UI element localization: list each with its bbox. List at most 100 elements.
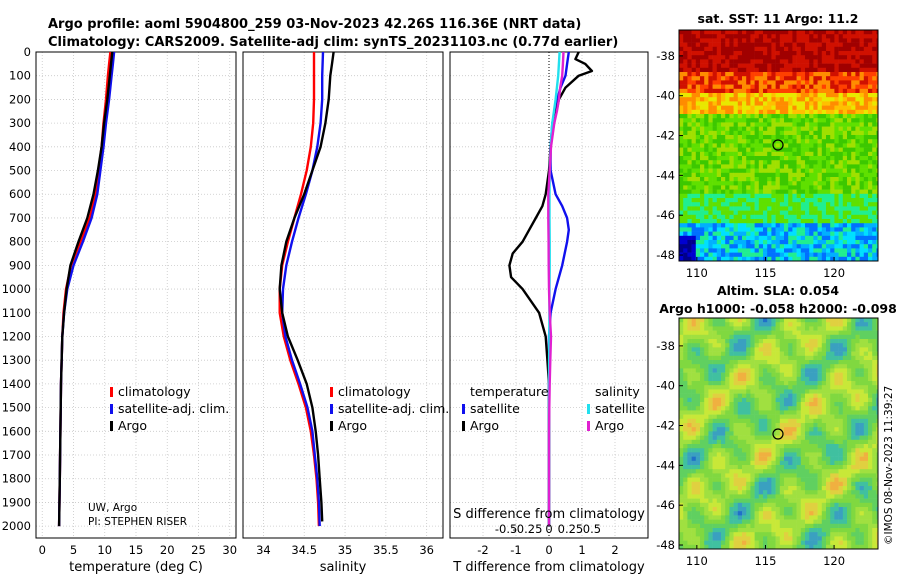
map-cell: [784, 135, 789, 140]
map-cell: [683, 168, 688, 174]
map-cell: [842, 418, 848, 424]
map-y-tick-label: -40: [656, 89, 675, 103]
map-cell: [868, 452, 873, 457]
map-cell: [788, 88, 793, 94]
map-cell: [834, 339, 839, 344]
map-cell: [704, 256, 709, 261]
map-cell: [721, 322, 726, 327]
map-cell: [821, 198, 827, 203]
map-cell: [750, 214, 755, 220]
map-cell: [687, 126, 692, 132]
map-cell: [817, 223, 823, 228]
map-cell: [742, 185, 747, 190]
map-cell: [847, 393, 852, 399]
map-cell: [750, 469, 755, 474]
map-cell: [775, 502, 781, 508]
map-cell: [767, 219, 772, 224]
map-cell: [721, 231, 726, 237]
map-cell: [834, 490, 839, 495]
map-cell: [687, 168, 692, 174]
map-cell: [847, 452, 852, 457]
map-cell: [792, 330, 797, 336]
map-cell: [847, 231, 852, 237]
map-cell: [716, 360, 722, 365]
map-cell: [708, 381, 713, 386]
map-cell: [691, 318, 697, 323]
map-cell: [683, 465, 688, 470]
map-cell: [700, 156, 705, 161]
map-cell: [679, 114, 684, 119]
map-cell: [758, 439, 764, 445]
map-cell: [792, 59, 797, 64]
map-cell: [796, 351, 802, 357]
map-cell: [750, 385, 755, 390]
map-cell: [712, 84, 718, 90]
map-cell: [876, 193, 878, 199]
map-cell: [775, 334, 781, 340]
map-cell: [746, 334, 751, 340]
map-cell: [725, 114, 730, 119]
map-cell: [716, 42, 722, 48]
map-cell: [716, 252, 722, 258]
map-cell: [712, 51, 718, 56]
map-cell: [855, 55, 860, 60]
map-cell: [859, 185, 865, 190]
map-cell: [733, 210, 739, 216]
map-cell: [784, 376, 789, 382]
map-cell: [800, 360, 806, 365]
map-cell: [771, 334, 776, 340]
map-cell: [733, 151, 739, 157]
map-cell: [712, 330, 718, 336]
map-cell: [826, 206, 831, 211]
map-cell: [737, 351, 743, 357]
map-cell: [788, 235, 793, 241]
map-cell: [817, 376, 823, 382]
map-cell: [721, 189, 726, 195]
map-cell: [834, 105, 839, 111]
map-cell: [683, 156, 688, 161]
map-cell: [679, 231, 684, 237]
map-cell: [750, 135, 755, 140]
map-cell: [796, 151, 802, 157]
map-cell: [838, 231, 844, 237]
map-cell: [834, 202, 839, 207]
map-cell: [754, 219, 760, 224]
map-cell: [863, 219, 869, 224]
map-cell: [847, 105, 852, 111]
map-cell: [851, 198, 856, 203]
map-cell: [847, 172, 852, 178]
map-cell: [700, 151, 705, 157]
map-cell: [847, 214, 852, 220]
map-cell: [721, 423, 726, 428]
map-cell: [821, 185, 827, 190]
map-cell: [796, 360, 802, 365]
map-cell: [691, 355, 697, 361]
map-cell: [742, 389, 747, 394]
map-cell: [763, 122, 768, 127]
map-cell: [859, 122, 865, 127]
map-cell: [805, 435, 810, 441]
map-cell: [725, 418, 730, 424]
map-cell: [788, 84, 793, 90]
map-cell: [763, 30, 768, 35]
map-cell: [700, 177, 705, 182]
map-cell: [830, 448, 835, 453]
map-cell: [796, 418, 802, 424]
map-cell: [733, 67, 739, 73]
map-cell: [679, 118, 684, 123]
map-cell: [847, 139, 852, 144]
map-cell: [813, 381, 818, 386]
map-cell: [704, 172, 709, 178]
map-cell: [859, 435, 865, 441]
map-cell: [847, 126, 852, 132]
map-cell: [813, 122, 818, 127]
map-cell: [863, 252, 869, 258]
map-cell: [788, 240, 793, 245]
map-cell: [750, 444, 755, 449]
map-cell: [817, 498, 823, 504]
map-cell: [750, 55, 755, 60]
map-cell: [784, 502, 789, 508]
map-cell: [691, 59, 697, 64]
map-cell: [733, 214, 739, 220]
map-cell: [687, 231, 692, 237]
